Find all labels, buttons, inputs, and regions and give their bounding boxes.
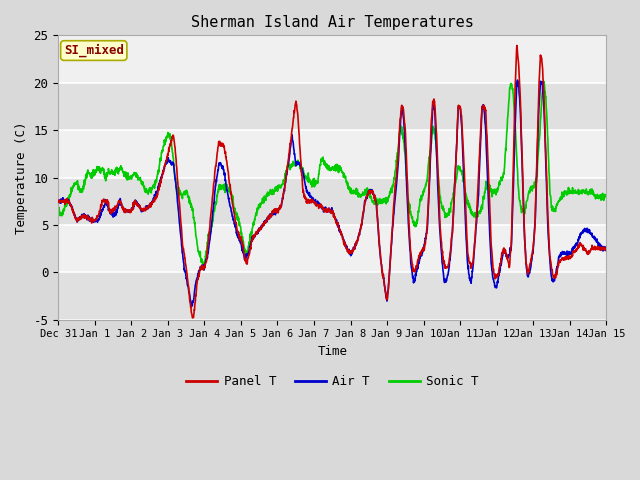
Bar <box>58 272 606 320</box>
Title: Sherman Island Air Temperatures: Sherman Island Air Temperatures <box>191 15 474 30</box>
Bar <box>58 130 606 178</box>
Bar <box>58 225 606 272</box>
Bar <box>58 83 606 130</box>
Bar <box>58 178 606 225</box>
Y-axis label: Temperature (C): Temperature (C) <box>15 121 28 234</box>
Bar <box>58 36 606 83</box>
Legend: Panel T, Air T, Sonic T: Panel T, Air T, Sonic T <box>181 370 483 393</box>
X-axis label: Time: Time <box>317 345 348 358</box>
Text: SI_mixed: SI_mixed <box>64 44 124 57</box>
